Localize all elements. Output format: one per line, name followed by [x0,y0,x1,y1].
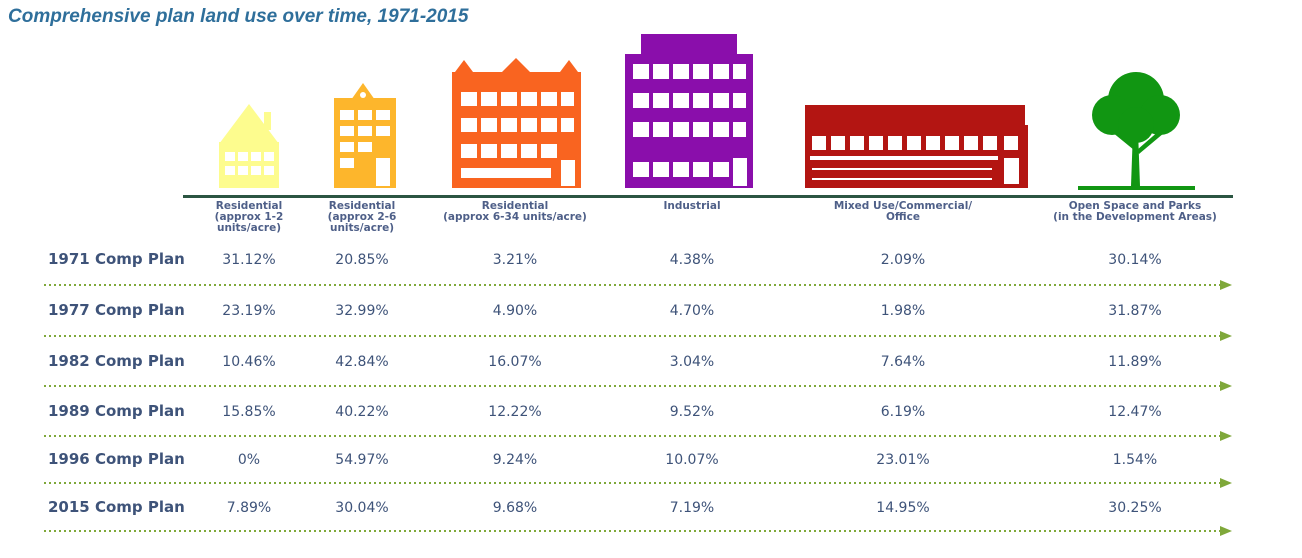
row-label: 1971 Comp Plan [48,250,185,268]
row-separator-arrow [44,526,1232,536]
column-header-3: Residential (approx 6-34 units/acre) [435,201,595,223]
arrowhead [1220,526,1232,536]
arrowhead [1220,381,1232,391]
table-cell: 10.46% [222,354,276,370]
row-label: 1982 Comp Plan [48,352,185,370]
row-label: 1996 Comp Plan [48,450,185,468]
row-separator-arrow [44,280,1232,290]
table-cell: 23.01% [876,452,930,468]
table-cell: 16.07% [488,354,542,370]
row-separator-arrow [44,478,1232,488]
column-header-4: Industrial [632,201,752,212]
column-header-6: Open Space and Parks (in the Development … [1040,201,1230,223]
arrowhead [1220,478,1232,488]
tree-icon [1078,72,1195,190]
column-header-line: Residential [328,200,396,212]
chart-title: Comprehensive plan land use over time, 1… [8,6,469,27]
table-cell: 31.12% [222,252,276,268]
townhouse-icon [334,83,396,188]
table-cell: 15.85% [222,404,276,420]
table-cell: 42.84% [335,354,389,370]
table-cell: 3.21% [492,252,538,268]
column-header-line: (approx 6-34 units/acre) [443,211,587,223]
table-cell: 4.70% [669,303,715,319]
table-cell: 6.19% [880,404,926,420]
table-cell: 9.52% [669,404,715,420]
baseline [183,195,1233,198]
table-cell: 11.89% [1108,354,1162,370]
arrowhead [1220,280,1232,290]
arrowhead [1220,431,1232,441]
table-cell: 10.07% [665,452,719,468]
row-label: 1977 Comp Plan [48,301,185,319]
table-cell: 40.22% [335,404,389,420]
table-cell: 54.97% [335,452,389,468]
table-cell: 7.89% [226,500,272,516]
row-separator-arrow [44,381,1232,391]
row-label: 1989 Comp Plan [48,402,185,420]
apartment-building-icon [452,58,581,188]
table-cell: 4.90% [492,303,538,319]
column-header-1: Residential (approx 1-2 units/acre) [204,201,294,234]
table-cell: 20.85% [335,252,389,268]
column-header-line: units/acre) [216,222,282,234]
column-header-2: Residential (approx 2-6 units/acre) [302,201,422,234]
column-header-line: Industrial [663,200,721,212]
commercial-building-icon [805,105,1028,188]
table-cell: 2.09% [880,252,926,268]
table-cell: 12.47% [1108,404,1162,420]
row-separator-arrow [44,431,1232,441]
table-cell: 30.25% [1108,500,1162,516]
table-cell: 30.14% [1108,252,1162,268]
table-cell: 1.54% [1112,452,1158,468]
arrowhead [1220,331,1232,341]
column-header-line: (in the Development Areas) [1053,211,1217,223]
table-cell: 9.24% [492,452,538,468]
table-cell: 23.19% [222,303,276,319]
table-cell: 1.98% [880,303,926,319]
table-cell: 31.87% [1108,303,1162,319]
column-header-line: Residential [215,200,283,212]
column-header-line: Open Space and Parks [1068,200,1202,212]
small-house-icon [219,104,279,188]
column-header-line: Office [886,211,920,223]
table-cell: 7.64% [880,354,926,370]
table-cell: 12.22% [488,404,542,420]
table-cell: 9.68% [492,500,538,516]
column-header-line: (approx 2-6 units/acre) [327,211,397,234]
table-cell: 3.04% [669,354,715,370]
table-cell: 30.04% [335,500,389,516]
column-header-line: Residential [481,200,549,212]
industrial-building-icon [625,34,753,188]
table-cell: 14.95% [876,500,930,516]
table-cell: 7.19% [669,500,715,516]
row-separator-arrow [44,331,1232,341]
column-icons [219,34,1195,190]
column-header-5: Mixed Use/Commercial/Office [813,201,993,223]
table-cell: 32.99% [335,303,389,319]
column-header-line: (approx 1-2 [214,211,284,223]
table-cell: 0% [237,452,261,468]
row-label: 2015 Comp Plan [48,498,185,516]
column-header-line: Mixed Use/Commercial/ [833,200,973,212]
table-cell: 4.38% [669,252,715,268]
